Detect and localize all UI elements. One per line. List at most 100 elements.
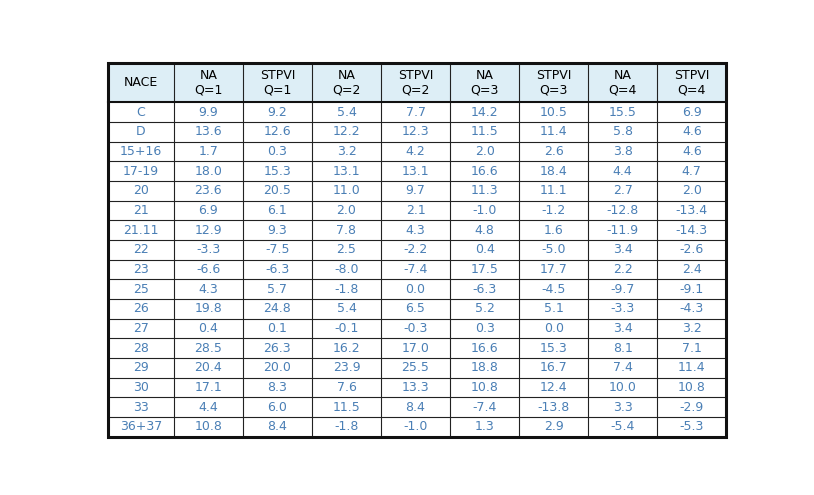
- Text: 26: 26: [133, 302, 149, 315]
- Text: 5.2: 5.2: [475, 302, 495, 315]
- Bar: [108, 201, 174, 220]
- Bar: [381, 181, 450, 201]
- Text: 7.7: 7.7: [405, 106, 426, 119]
- Bar: [657, 260, 726, 279]
- Text: 24.8: 24.8: [264, 302, 291, 315]
- Bar: [243, 339, 312, 358]
- Bar: [589, 417, 657, 437]
- Text: 3.3: 3.3: [613, 401, 632, 414]
- Text: 9.9: 9.9: [199, 106, 218, 119]
- Bar: [381, 378, 450, 397]
- Text: 0.3: 0.3: [475, 322, 495, 335]
- Text: 28: 28: [133, 342, 149, 355]
- Bar: [381, 102, 450, 122]
- Text: 2.0: 2.0: [682, 185, 702, 198]
- Text: -3.3: -3.3: [610, 302, 635, 315]
- Text: 10.8: 10.8: [195, 420, 222, 434]
- Bar: [108, 102, 174, 122]
- Text: 9.3: 9.3: [268, 224, 287, 237]
- Text: 21: 21: [133, 204, 149, 217]
- Text: 7.8: 7.8: [336, 224, 357, 237]
- Bar: [519, 102, 589, 122]
- Text: 20.0: 20.0: [264, 361, 291, 374]
- Text: 10.8: 10.8: [470, 381, 498, 394]
- Bar: [450, 299, 519, 319]
- Bar: [108, 181, 174, 201]
- Bar: [381, 397, 450, 417]
- Text: 7.4: 7.4: [613, 361, 632, 374]
- Bar: [657, 181, 726, 201]
- Bar: [174, 378, 243, 397]
- Bar: [519, 260, 589, 279]
- Text: 0.4: 0.4: [199, 322, 218, 335]
- Bar: [108, 142, 174, 161]
- Bar: [243, 181, 312, 201]
- Bar: [589, 161, 657, 181]
- Text: -3.3: -3.3: [196, 244, 221, 256]
- Text: 2.7: 2.7: [613, 185, 632, 198]
- Text: 0.3: 0.3: [268, 145, 287, 158]
- Bar: [589, 299, 657, 319]
- Bar: [108, 339, 174, 358]
- Text: 15+16: 15+16: [120, 145, 162, 158]
- Bar: [657, 299, 726, 319]
- Text: -6.6: -6.6: [196, 263, 221, 276]
- Bar: [589, 260, 657, 279]
- Text: 9.2: 9.2: [268, 106, 287, 119]
- Text: 15.3: 15.3: [264, 165, 291, 178]
- Bar: [519, 201, 589, 220]
- Text: 19.8: 19.8: [195, 302, 222, 315]
- Text: 4.8: 4.8: [475, 224, 495, 237]
- Text: 3.4: 3.4: [613, 322, 632, 335]
- Text: 3.4: 3.4: [613, 244, 632, 256]
- Text: 11.5: 11.5: [470, 125, 498, 139]
- Bar: [243, 319, 312, 339]
- Text: D: D: [136, 125, 146, 139]
- Bar: [174, 358, 243, 378]
- Text: 4.6: 4.6: [682, 125, 702, 139]
- Text: 17-19: 17-19: [123, 165, 159, 178]
- Text: 5.1: 5.1: [544, 302, 563, 315]
- Text: 1.7: 1.7: [199, 145, 218, 158]
- Bar: [519, 319, 589, 339]
- Bar: [450, 378, 519, 397]
- Text: -9.1: -9.1: [680, 283, 704, 296]
- Bar: [519, 397, 589, 417]
- Text: STPVI
Q=3: STPVI Q=3: [536, 69, 571, 97]
- Text: NA
Q=2: NA Q=2: [332, 69, 361, 97]
- Bar: [312, 378, 381, 397]
- Bar: [312, 299, 381, 319]
- Bar: [450, 122, 519, 142]
- Text: 5.4: 5.4: [336, 302, 357, 315]
- Bar: [657, 142, 726, 161]
- Text: 12.4: 12.4: [540, 381, 567, 394]
- Text: 2.5: 2.5: [336, 244, 357, 256]
- Text: 2.9: 2.9: [544, 420, 563, 434]
- Text: 18.0: 18.0: [195, 165, 222, 178]
- Bar: [243, 201, 312, 220]
- Text: 12.6: 12.6: [264, 125, 291, 139]
- Bar: [519, 378, 589, 397]
- Bar: [450, 220, 519, 240]
- Bar: [108, 161, 174, 181]
- Text: 12.9: 12.9: [195, 224, 222, 237]
- Text: 8.3: 8.3: [268, 381, 287, 394]
- Text: -7.4: -7.4: [404, 263, 427, 276]
- Bar: [589, 279, 657, 299]
- Text: 10.5: 10.5: [540, 106, 567, 119]
- Text: 7.1: 7.1: [682, 342, 702, 355]
- Bar: [450, 279, 519, 299]
- Text: 3.2: 3.2: [682, 322, 702, 335]
- Bar: [519, 63, 589, 102]
- Bar: [519, 339, 589, 358]
- Bar: [174, 142, 243, 161]
- Text: 4.3: 4.3: [405, 224, 426, 237]
- Bar: [381, 161, 450, 181]
- Bar: [381, 201, 450, 220]
- Bar: [450, 181, 519, 201]
- Bar: [174, 319, 243, 339]
- Bar: [450, 201, 519, 220]
- Text: -8.0: -8.0: [335, 263, 359, 276]
- Bar: [381, 142, 450, 161]
- Bar: [519, 417, 589, 437]
